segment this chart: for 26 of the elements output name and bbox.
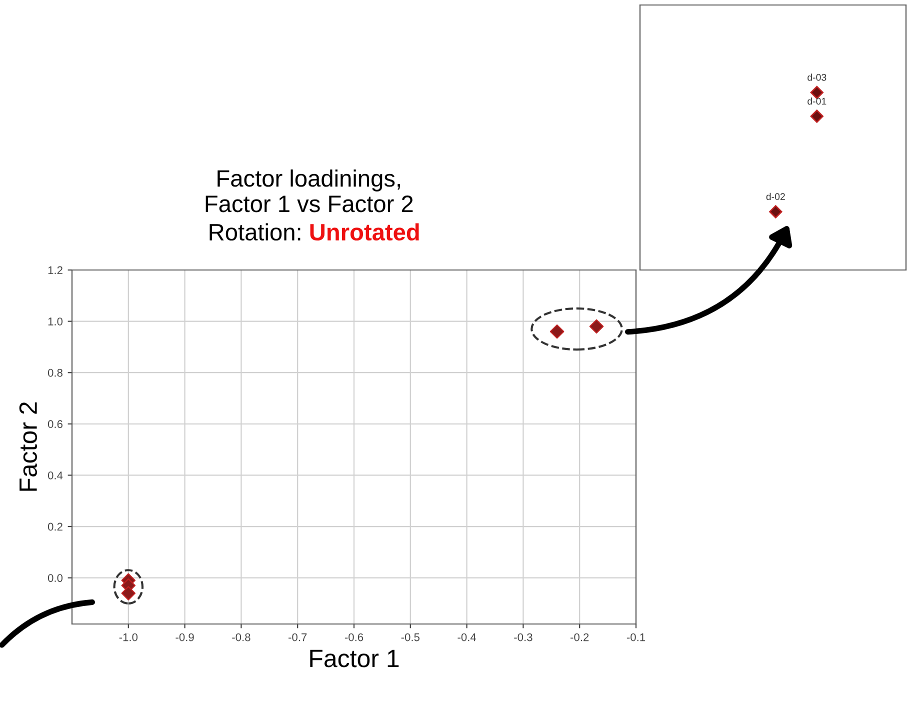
x-tick-label: -0.8 xyxy=(232,633,250,642)
x-tick-label: -0.3 xyxy=(514,633,532,642)
x-tick-label: -0.7 xyxy=(288,633,307,642)
x-tick-label: -0.4 xyxy=(458,633,476,642)
y-tick-label: 0.2 xyxy=(48,522,62,531)
y-axis-title: Factor 2 xyxy=(19,402,38,491)
x-tick-label: -0.2 xyxy=(570,633,589,642)
y-tick-label: 0.4 xyxy=(48,471,63,480)
x-tick-label: -1.0 xyxy=(119,633,138,642)
point xyxy=(550,324,564,339)
text: d-03 xyxy=(808,74,826,81)
chart-subtitle: Rotation: Unrotated xyxy=(210,223,419,241)
x-tick-label: -0.9 xyxy=(176,633,194,642)
x-axis-title: Factor 1 xyxy=(310,650,399,668)
x-tick-label: -0.6 xyxy=(344,633,364,642)
x-tick-label: -0.1 xyxy=(626,633,646,642)
y-tick-label: 0.6 xyxy=(48,420,62,428)
y-tick-label: 0.0 xyxy=(48,574,63,582)
y-tick-label: 0.8 xyxy=(48,368,62,377)
point xyxy=(589,319,604,334)
x-tick-label: -0.5 xyxy=(401,633,420,642)
chart-title: Factor loadinings, Factor 1 vs Factor 2 xyxy=(206,169,413,212)
text: d-01 xyxy=(808,98,826,105)
y-tick-label: 1.0 xyxy=(48,318,63,326)
text: d-02 xyxy=(766,192,785,200)
y-tick-label: 1.2 xyxy=(48,266,62,274)
